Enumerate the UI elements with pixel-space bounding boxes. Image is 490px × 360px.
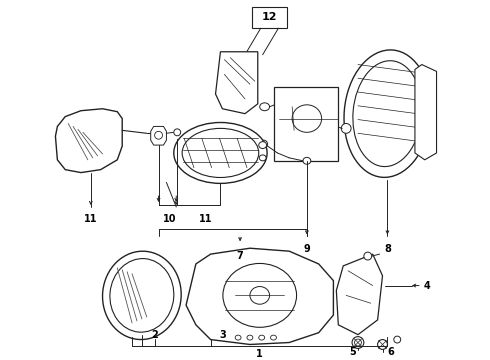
- Ellipse shape: [394, 336, 401, 343]
- Text: 11: 11: [84, 214, 98, 224]
- Ellipse shape: [247, 335, 253, 340]
- Ellipse shape: [259, 155, 266, 161]
- Text: 1: 1: [256, 349, 263, 359]
- Ellipse shape: [174, 122, 267, 183]
- Text: 6: 6: [387, 347, 394, 357]
- Ellipse shape: [355, 339, 362, 346]
- Ellipse shape: [182, 129, 259, 177]
- Ellipse shape: [259, 335, 265, 340]
- Text: 12: 12: [262, 12, 277, 22]
- Ellipse shape: [260, 103, 270, 111]
- Text: 5: 5: [350, 347, 356, 357]
- Ellipse shape: [250, 287, 270, 304]
- Bar: [252, 6, 287, 28]
- Ellipse shape: [102, 251, 181, 339]
- Text: 8: 8: [384, 244, 391, 254]
- Ellipse shape: [155, 131, 163, 139]
- Ellipse shape: [364, 252, 372, 260]
- Text: 3: 3: [219, 330, 226, 340]
- Ellipse shape: [223, 264, 296, 327]
- Text: 9: 9: [303, 244, 310, 254]
- Polygon shape: [186, 248, 333, 345]
- Polygon shape: [415, 64, 437, 160]
- Polygon shape: [336, 254, 383, 335]
- Bar: [274, 87, 338, 161]
- Ellipse shape: [174, 129, 181, 136]
- Text: 2: 2: [151, 330, 158, 340]
- Polygon shape: [55, 109, 122, 172]
- Polygon shape: [151, 126, 167, 145]
- Text: 11: 11: [199, 214, 213, 224]
- Ellipse shape: [292, 105, 321, 132]
- Ellipse shape: [303, 157, 311, 164]
- Ellipse shape: [270, 335, 276, 340]
- Text: 10: 10: [163, 214, 176, 224]
- Ellipse shape: [235, 335, 241, 340]
- Ellipse shape: [259, 141, 267, 149]
- Ellipse shape: [378, 339, 388, 350]
- Text: 7: 7: [237, 251, 244, 261]
- Ellipse shape: [110, 258, 174, 332]
- Ellipse shape: [353, 61, 422, 167]
- Ellipse shape: [260, 140, 268, 148]
- Text: 4: 4: [423, 280, 430, 291]
- Polygon shape: [216, 52, 258, 114]
- Ellipse shape: [341, 123, 351, 133]
- Ellipse shape: [352, 337, 364, 348]
- Ellipse shape: [344, 50, 431, 177]
